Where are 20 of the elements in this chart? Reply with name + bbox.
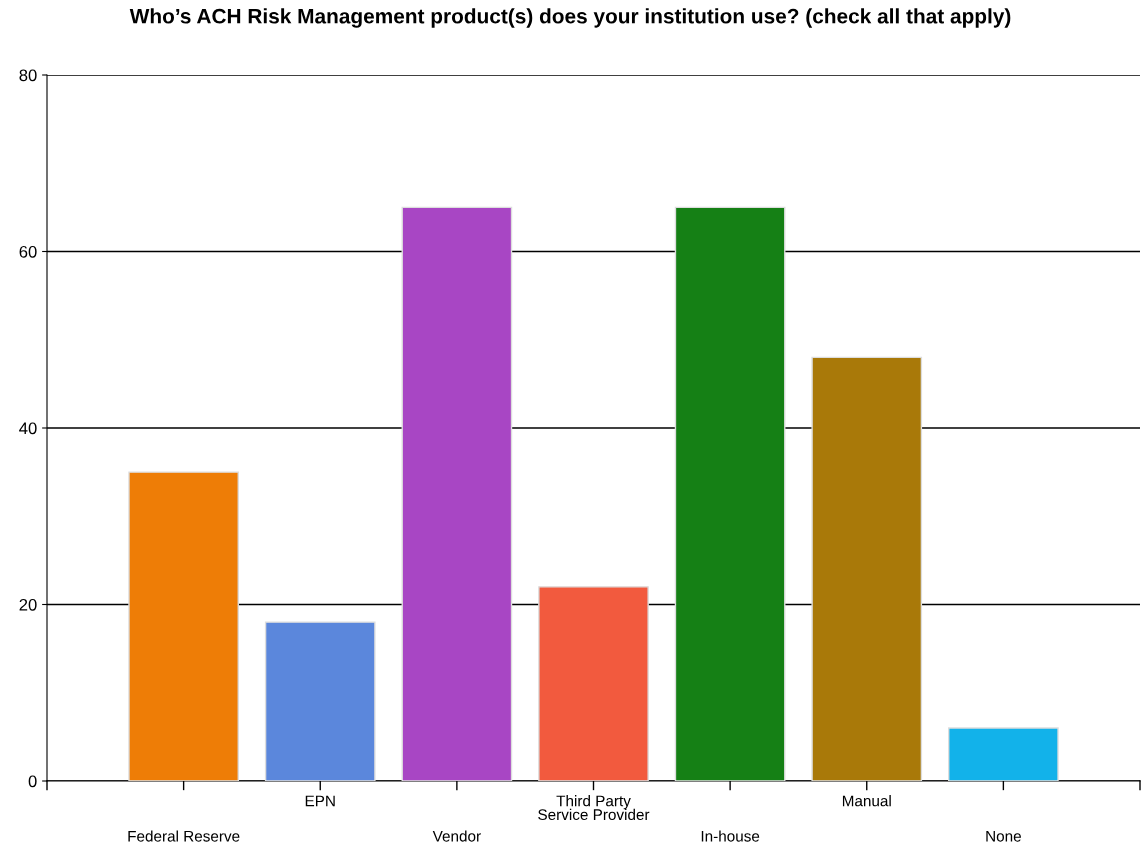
y-tick-label: 20 xyxy=(19,598,37,611)
x-tick-label: Manual xyxy=(842,795,891,807)
y-tick-label: 60 xyxy=(19,245,37,258)
bar xyxy=(128,471,239,781)
x-tick-label: Vendor xyxy=(432,830,481,842)
x-tick-label: Federal Reserve xyxy=(128,830,240,842)
bar xyxy=(538,586,649,781)
y-tick-label: 0 xyxy=(28,775,37,788)
x-tick-label: EPN xyxy=(305,795,335,807)
bar xyxy=(264,621,376,781)
bar xyxy=(674,206,786,781)
y-tick-label: 40 xyxy=(19,422,37,435)
y-tick-label: 80 xyxy=(19,69,37,82)
x-tick-label: In-house xyxy=(701,830,760,842)
bar xyxy=(811,356,923,781)
x-tick-label: None xyxy=(986,830,1021,842)
x-tick-label: Third Party Service Provider xyxy=(538,795,650,821)
bar xyxy=(948,727,1059,781)
bar xyxy=(401,206,513,781)
chart-title: Who’s ACH Risk Management product(s) does your institution use? (check all that apply) xyxy=(129,8,1011,28)
